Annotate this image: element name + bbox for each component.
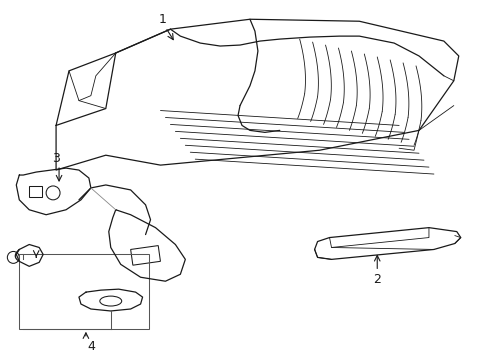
Text: 4: 4	[87, 340, 95, 353]
Text: 3: 3	[52, 152, 60, 165]
Bar	[19, 255, 148, 329]
Bar	[29, 186, 42, 197]
Text: 2: 2	[372, 273, 381, 286]
Text: 1: 1	[158, 13, 166, 26]
Bar	[130, 246, 160, 265]
